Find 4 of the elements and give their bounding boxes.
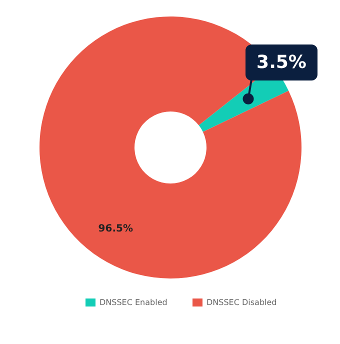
legend-label: DNSSEC Disabled (206, 298, 277, 307)
data-label: 3.5% (256, 52, 306, 73)
legend-label: DNSSEC Enabled (100, 298, 168, 307)
data-label: 96.5% (98, 224, 134, 235)
